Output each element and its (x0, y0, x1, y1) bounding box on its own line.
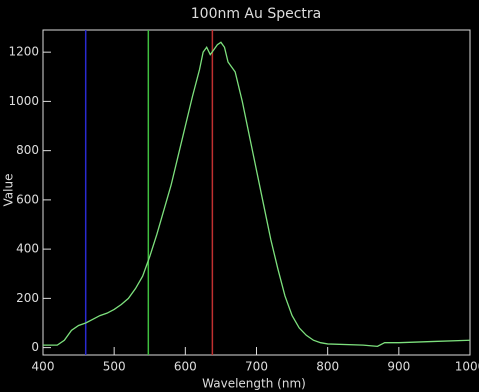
y-tick-label: 800 (16, 143, 39, 157)
y-tick-label: 600 (16, 192, 39, 206)
x-tick-label: 600 (174, 360, 197, 374)
x-tick-label: 800 (316, 360, 339, 374)
y-tick-label: 400 (16, 242, 39, 256)
chart-title: 100nm Au Spectra (191, 6, 322, 22)
x-tick-label: 400 (32, 360, 55, 374)
x-tick-label: 700 (245, 360, 268, 374)
x-tick-label: 900 (387, 360, 410, 374)
x-axis-label: Wavelength (nm) (202, 377, 306, 391)
x-tick-label: 500 (103, 360, 126, 374)
x-tick-label: 1000 (455, 360, 479, 374)
y-tick-label: 1200 (8, 45, 39, 59)
y-tick-label: 200 (16, 291, 39, 305)
plot-frame (42, 29, 471, 356)
y-tick-label: 1000 (8, 94, 39, 108)
y-tick-label: 0 (31, 340, 39, 354)
spectrum-line (43, 41, 471, 348)
y-axis-label: Value (2, 174, 16, 207)
